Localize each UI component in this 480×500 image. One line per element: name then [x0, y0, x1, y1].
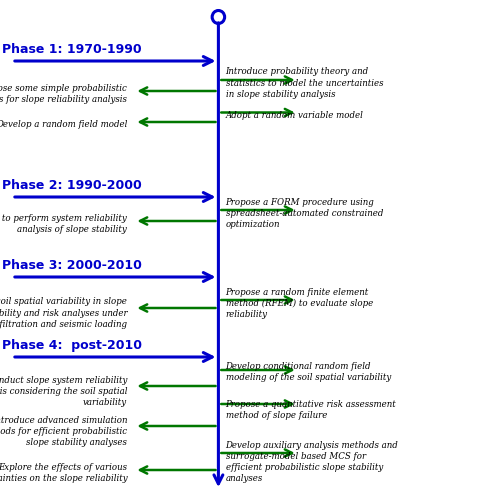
Text: Model soil spatial variability in slope
reliability and risk analyses under
rain: Model soil spatial variability in slope …	[0, 298, 127, 328]
Text: Phase 3: 2000-2010: Phase 3: 2000-2010	[2, 259, 142, 272]
Text: Phase 2: 1990-2000: Phase 2: 1990-2000	[2, 179, 142, 192]
Text: Explore the effects of various
uncertainties on the slope reliability: Explore the effects of various uncertain…	[0, 463, 127, 483]
Text: Develop a random field model: Develop a random field model	[0, 120, 127, 129]
Text: Phase 4:  post-2010: Phase 4: post-2010	[2, 339, 143, 352]
Text: Propose a FORM procedure using
spreadsheet-automated constrained
optimization: Propose a FORM procedure using spreadshe…	[226, 198, 383, 229]
Text: Phase 1: 1970-1990: Phase 1: 1970-1990	[2, 43, 142, 56]
Text: Propose a quantitative risk assessment
method of slope failure: Propose a quantitative risk assessment m…	[226, 400, 396, 420]
Text: Develop auxiliary analysis methods and
surrogate-model based MCS for
efficient p: Develop auxiliary analysis methods and s…	[226, 441, 398, 484]
Text: Propose some simple probabilistic
methods for slope reliability analysis: Propose some simple probabilistic method…	[0, 84, 127, 104]
Text: Propose a random finite element
method (RFEM) to evaluate slope
reliability: Propose a random finite element method (…	[226, 288, 373, 320]
Text: Introduce probability theory and
statistics to model the uncertainties
in slope : Introduce probability theory and statist…	[226, 68, 383, 98]
Text: Conduct slope system reliability
analysis considering the soil spatial
variabili: Conduct slope system reliability analysi…	[0, 376, 127, 407]
Text: Introduce advanced simulation
methods for efficient probabilistic
slope stabilit: Introduce advanced simulation methods fo…	[0, 416, 127, 447]
Text: Adopt a random variable model: Adopt a random variable model	[226, 110, 363, 120]
Text: Start to perform system reliability
analysis of slope stability: Start to perform system reliability anal…	[0, 214, 127, 234]
Text: Develop conditional random field
modeling of the soil spatial variability: Develop conditional random field modelin…	[226, 362, 391, 382]
